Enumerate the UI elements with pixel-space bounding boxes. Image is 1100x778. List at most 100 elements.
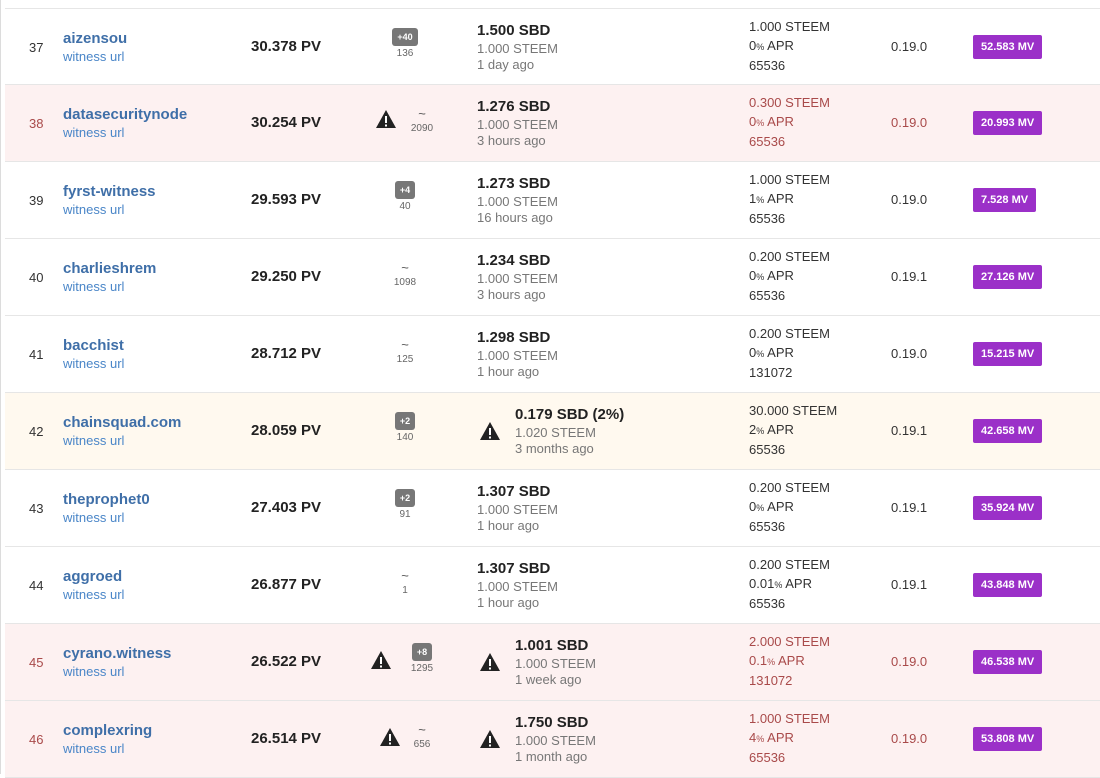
mvests-button[interactable]: 43.848 MV	[973, 573, 1043, 597]
missed-blocks: ~1	[375, 565, 435, 597]
price-warning-icon	[479, 729, 501, 749]
mvests-button[interactable]: 46.538 MV	[973, 650, 1043, 674]
mvests-button[interactable]: 42.658 MV	[973, 419, 1043, 443]
missed-change-tilde: ~	[401, 568, 409, 583]
price-feed-age: 16 hours ago	[477, 210, 553, 225]
price-feed-value: 1.750 SBD	[515, 714, 589, 731]
price-feed-value: 1.298 SBD	[477, 329, 551, 346]
witness-url-link[interactable]: witness url	[63, 49, 125, 64]
price-feed-base: 1.000 STEEM	[477, 579, 558, 594]
witness-url-link[interactable]: witness url	[63, 587, 125, 602]
max-block-size: 65536	[749, 288, 786, 303]
apr-number: 0	[749, 499, 757, 514]
apr-number: 2	[749, 422, 757, 437]
witness-url-link[interactable]: witness url	[63, 356, 125, 371]
witness-name-link[interactable]: aggroed	[63, 568, 123, 585]
missed-blocks: ~2090	[392, 103, 452, 135]
votes-value: 30.254 PV	[251, 114, 322, 131]
apr-value: 0% APR	[749, 345, 794, 360]
price-feed-age: 3 hours ago	[477, 287, 546, 302]
witness-name-link[interactable]: bacchist	[63, 337, 124, 354]
version-value: 0.19.1	[891, 269, 928, 284]
mvests-button[interactable]: 53.808 MV	[973, 727, 1043, 751]
apr-label: APR	[767, 499, 794, 514]
rank-number: 46	[29, 732, 44, 747]
rank-number: 40	[29, 270, 44, 285]
mvests-button[interactable]: 35.924 MV	[973, 496, 1043, 520]
price-feed-age: 3 hours ago	[477, 133, 546, 148]
rank-number: 38	[29, 116, 44, 131]
mvests-button[interactable]: 7.528 MV	[973, 188, 1037, 212]
account-creation-fee: 0.200 STEEM	[749, 326, 830, 341]
missed-change-badge: +2	[394, 489, 416, 507]
witness-name-link[interactable]: cyrano.witness	[63, 645, 172, 662]
witness-url-link[interactable]: witness url	[63, 664, 125, 679]
version-value: 0.19.1	[891, 577, 928, 592]
account-creation-fee: 0.300 STEEM	[749, 95, 830, 110]
witness-url-link[interactable]: witness url	[63, 202, 125, 217]
price-feed-base: 1.000 STEEM	[477, 117, 558, 132]
rank-number: 42	[29, 424, 44, 439]
votes-value: 26.877 PV	[251, 576, 322, 593]
apr-value: 0.01% APR	[749, 576, 812, 591]
witness-url-link[interactable]: witness url	[63, 510, 125, 525]
max-block-size: 65536	[749, 750, 786, 765]
price-feed-value: 1.500 SBD	[477, 22, 551, 39]
missed-change-badge: +40	[392, 28, 418, 46]
rank-number: 39	[29, 193, 44, 208]
max-block-size: 65536	[749, 596, 786, 611]
price-feed-value: 1.307 SBD	[477, 483, 551, 500]
witness-name-link[interactable]: complexring	[63, 722, 153, 739]
witness-name-link[interactable]: datasecuritynode	[63, 106, 188, 123]
witness-name-link[interactable]: aizensou	[63, 30, 128, 47]
votes-value: 29.593 PV	[251, 191, 322, 208]
witness-name-link[interactable]: chainsquad.com	[63, 414, 182, 431]
witness-url-link[interactable]: witness url	[63, 279, 125, 294]
apr-label: APR	[767, 422, 794, 437]
price-feed-base: 1.000 STEEM	[515, 656, 596, 671]
version-value: 0.19.0	[891, 654, 928, 669]
mvests-button[interactable]: 15.215 MV	[973, 342, 1043, 366]
votes-value: 26.514 PV	[251, 730, 322, 747]
witness-name-link[interactable]: fyrst-witness	[63, 183, 156, 200]
price-feed-value: 0.179 SBD (2%)	[515, 406, 625, 423]
missed-blocks: +2 91	[375, 488, 435, 520]
missed-count: 1	[402, 585, 408, 596]
apr-number: 0.01	[749, 576, 775, 591]
version-value: 0.19.0	[891, 731, 928, 746]
account-creation-fee: 1.000 STEEM	[749, 711, 830, 726]
witness-url-link[interactable]: witness url	[63, 125, 125, 140]
price-feed-base: 1.000 STEEM	[477, 194, 558, 209]
apr-percent: %	[756, 426, 765, 436]
max-block-size: 65536	[749, 58, 786, 73]
warning-icon	[379, 727, 401, 747]
mvests-button[interactable]: 20.993 MV	[973, 111, 1043, 135]
witness-url-link[interactable]: witness url	[63, 433, 125, 448]
missed-count: 656	[413, 739, 431, 750]
witness-name-link[interactable]: theprophet0	[63, 491, 150, 508]
apr-number: 0	[749, 268, 757, 283]
missed-count: 1098	[393, 277, 417, 288]
rank-number: 45	[29, 655, 44, 670]
max-block-size: 131072	[749, 673, 793, 688]
apr-label: APR	[767, 345, 794, 360]
price-feed-age: 1 hour ago	[477, 364, 540, 379]
max-block-size: 65536	[749, 134, 786, 149]
table-row: 46 complexring witness url 26.514 PV ~656 1.7…	[5, 701, 1100, 778]
price-feed-age: 1 week ago	[515, 672, 582, 687]
table-row: 40 charlieshrem witness url 29.250 PV ~1098 1…	[5, 239, 1100, 316]
version-value: 0.19.0	[891, 192, 928, 207]
apr-percent: %	[756, 118, 765, 128]
witness-name-link[interactable]: charlieshrem	[63, 260, 157, 277]
missed-blocks: ~656	[392, 719, 452, 751]
price-feed-age: 1 day ago	[477, 57, 535, 72]
mvests-button[interactable]: 27.126 MV	[973, 265, 1043, 289]
mvests-button[interactable]: 52.583 MV	[973, 35, 1043, 59]
price-feed-base: 1.020 STEEM	[515, 425, 596, 440]
price-warning-icon	[479, 652, 501, 672]
missed-blocks: ~125	[375, 334, 435, 366]
account-creation-fee: 2.000 STEEM	[749, 634, 830, 649]
witness-url-link[interactable]: witness url	[63, 741, 125, 756]
price-feed-value: 1.234 SBD	[477, 252, 551, 269]
apr-label: APR	[785, 576, 812, 591]
